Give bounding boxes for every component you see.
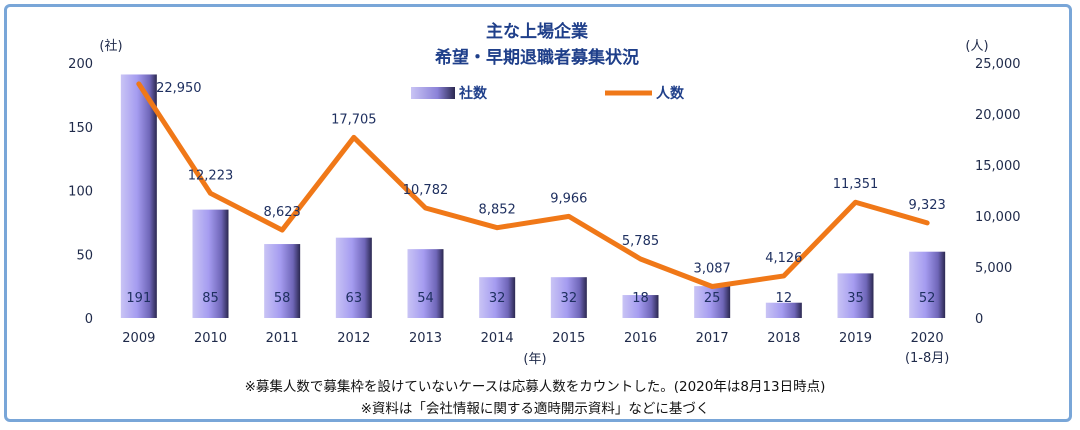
bar-value-label: 191	[126, 291, 151, 306]
line-value-label: 10,782	[403, 183, 449, 198]
bar-value-label: 25	[704, 291, 721, 306]
bar-companies	[550, 277, 587, 318]
left-axis-tick-label: 0	[85, 312, 93, 327]
bar-companies	[407, 249, 444, 318]
line-value-label: 3,087	[694, 262, 731, 277]
right-axis-tick-label: 15,000	[975, 159, 1021, 174]
right-axis-tick-label: 5,000	[975, 261, 1012, 276]
bar-companies	[120, 74, 157, 318]
left-axis-unit: (社)	[99, 38, 122, 54]
line-value-label: 5,785	[622, 234, 659, 249]
bar-companies	[479, 277, 516, 318]
bar-line-chart: 主な上場企業 希望・早期退職者募集状況 社数 人数 (社) (人) 0 50 100…	[68, 21, 1021, 417]
line-value-label: 9,323	[909, 198, 946, 213]
chart-frame: 主な上場企業 希望・早期退職者募集状況 社数 人数 (社) (人) 0 50 100…	[4, 4, 1072, 422]
right-axis-tick-label: 20,000	[975, 108, 1021, 123]
line-value-label: 8,623	[264, 205, 301, 220]
footnote-1: ※募集人数で募集枠を設けていないケースは応募人数をカウントした。(2020年は8…	[245, 379, 826, 395]
bar-value-label: 32	[561, 291, 578, 306]
x-axis-tick-label: 2019	[839, 331, 872, 346]
x-axis-tick-label: 2010	[194, 331, 227, 346]
bar-companies	[335, 237, 372, 318]
x-axis-tick-label: 2009	[122, 331, 155, 346]
bar-companies	[765, 302, 802, 318]
left-axis-tick-label: 50	[76, 248, 93, 263]
bar-companies	[622, 295, 659, 318]
x-axis-tick-label: 2017	[696, 331, 729, 346]
bar-companies	[694, 286, 731, 318]
bar-companies	[192, 209, 229, 318]
right-axis-tick-label: 10,000	[975, 210, 1021, 225]
x-axis-tick-label: 2020	[911, 331, 944, 346]
chart-title-line-1: 主な上場企業	[486, 21, 588, 42]
x-axis-tick-label: 2013	[409, 331, 442, 346]
bar-value-label: 35	[847, 291, 864, 306]
legend-label-companies: 社数	[458, 85, 488, 102]
bar-companies	[264, 244, 301, 318]
x-axis-tick-label: 2011	[266, 331, 299, 346]
bar-value-label: 63	[346, 291, 363, 306]
x-axis-tick-label: 2014	[481, 331, 514, 346]
bar-value-label: 18	[632, 291, 649, 306]
x-axis-tick-label: 2012	[337, 331, 370, 346]
footnote-2: ※資料は「会社情報に関する適時開示資料」などに基づく	[361, 400, 710, 417]
right-axis-unit: (人)	[965, 39, 988, 54]
left-axis-tick-label: 100	[68, 185, 93, 200]
line-value-label: 12,223	[188, 168, 234, 183]
line-value-label: 17,705	[331, 112, 377, 127]
bar-value-label: 58	[274, 291, 291, 306]
x-axis-tick-label: 2018	[767, 331, 800, 346]
bar-value-label: 54	[417, 291, 434, 306]
line-value-label: 22,950	[156, 81, 202, 96]
line-people	[136, 81, 930, 290]
left-axis-tick-label: 200	[68, 57, 93, 72]
x-axis-tick-label: 2015	[552, 331, 585, 346]
line-value-label: 4,126	[765, 251, 802, 266]
right-axis-tick-label: 25,000	[975, 57, 1021, 72]
bar-companies	[909, 251, 946, 318]
bar-value-label: 52	[919, 291, 936, 306]
line-value-label: 11,351	[833, 177, 879, 192]
x-axis-tick-sublabel: (1-8月)	[905, 351, 949, 366]
x-axis-tick-label: 2016	[624, 331, 657, 346]
right-axis-tick-label: 0	[975, 312, 983, 327]
bar-companies	[837, 273, 874, 318]
bar-value-label: 85	[202, 291, 219, 306]
legend-label-people: 人数	[656, 85, 685, 102]
line-value-label: 8,852	[479, 203, 516, 218]
line-value-label: 9,966	[550, 191, 587, 206]
chart-title-line-2: 希望・早期退職者募集状況	[435, 47, 639, 68]
bar-value-label: 12	[776, 291, 793, 306]
legend-swatch-bar	[411, 87, 455, 99]
left-axis-tick-label: 150	[68, 121, 93, 136]
bar-value-label: 32	[489, 291, 506, 306]
x-axis-title: (年)	[523, 352, 546, 367]
